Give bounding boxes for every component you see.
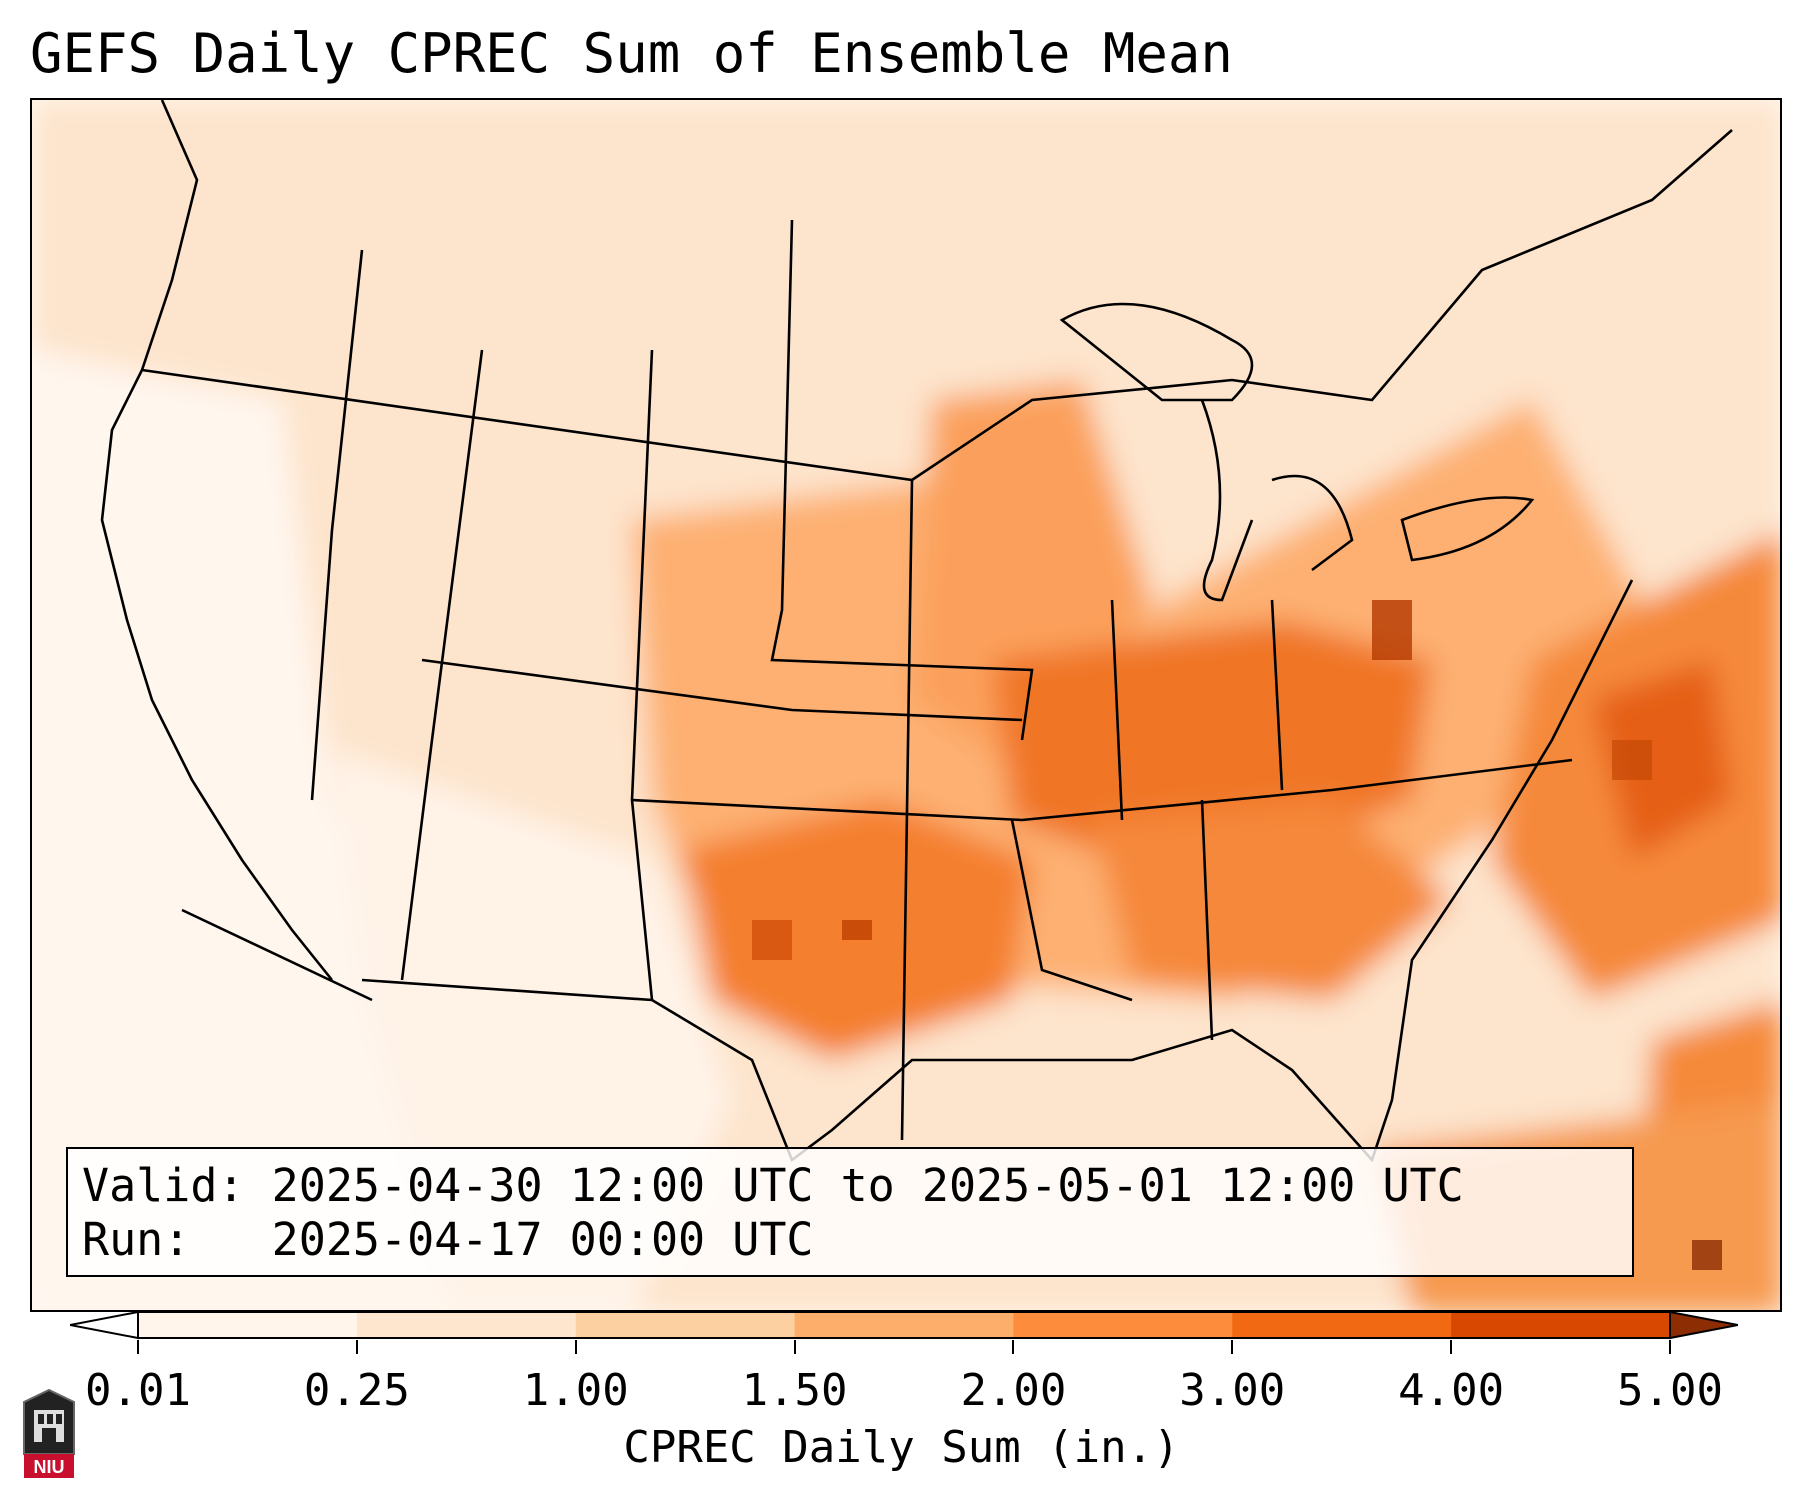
- state-borders: [100, 100, 1733, 1163]
- colorbar-tick-mark: [1450, 1340, 1453, 1354]
- colorbar-segment: [1013, 1312, 1233, 1338]
- run-label: Run:: [82, 1213, 191, 1266]
- colorbar-tick-label: 1.00: [522, 1365, 629, 1416]
- colorbar-min-extension: [70, 1310, 139, 1340]
- valid-time: 2025-04-30 12:00 UTC to 2025-05-01 12:00…: [271, 1159, 1464, 1212]
- run-time: 2025-04-17 00:00 UTC: [271, 1213, 814, 1266]
- colorbar-segment: [1451, 1312, 1671, 1338]
- colorbar-tick-mark: [355, 1340, 358, 1354]
- precipitation-map: [30, 98, 1782, 1312]
- colorbar-segment: [1232, 1312, 1452, 1338]
- colorbar-tick-label: 2.00: [960, 1365, 1067, 1416]
- colorbar-tick-mark: [574, 1340, 577, 1354]
- logo-text: NIU: [34, 1457, 65, 1477]
- colorbar-tick-mark: [1012, 1340, 1015, 1354]
- colorbar-tick-label: 3.00: [1179, 1365, 1286, 1416]
- colorbar-segment: [138, 1312, 358, 1338]
- colorbar-segment: [794, 1312, 1014, 1338]
- colorbar-tick-label: 0.01: [85, 1365, 191, 1416]
- colorbar-outline: [137, 1311, 1671, 1339]
- colorbar: [70, 1310, 1738, 1340]
- colorbar-segment: [575, 1312, 796, 1338]
- colorbar-tick-label: 0.25: [303, 1365, 410, 1416]
- valid-label: Valid:: [82, 1159, 245, 1212]
- colorbar-tick-mark: [1669, 1340, 1671, 1354]
- colorbar-max-extension: [1669, 1310, 1738, 1340]
- great-lakes: [1059, 302, 1535, 602]
- niu-logo: NIU: [23, 1388, 75, 1478]
- colorbar-tick-label: 4.00: [1398, 1365, 1505, 1416]
- colorbar-segment: [356, 1312, 577, 1338]
- colorbar-tick-mark: [793, 1340, 796, 1354]
- map-title: GEFS Daily CPREC Sum of Ensemble Mean: [30, 22, 1233, 85]
- colorbar-tick-mark: [137, 1340, 139, 1354]
- colorbar-tick-mark: [1231, 1340, 1234, 1354]
- precipitation-maxima: [752, 600, 1722, 1270]
- precipitation-field: [32, 100, 1780, 1310]
- colorbar-tick-label: 5.00: [1617, 1365, 1723, 1416]
- colorbar-label: CPREC Daily Sum (in.): [623, 1422, 1180, 1473]
- map-canvas: [32, 100, 1780, 1310]
- colorbar-tick-label: 1.50: [741, 1365, 848, 1416]
- valid-run-info-box: Valid: 2025-04-30 12:00 UTC to 2025-05-0…: [66, 1147, 1634, 1277]
